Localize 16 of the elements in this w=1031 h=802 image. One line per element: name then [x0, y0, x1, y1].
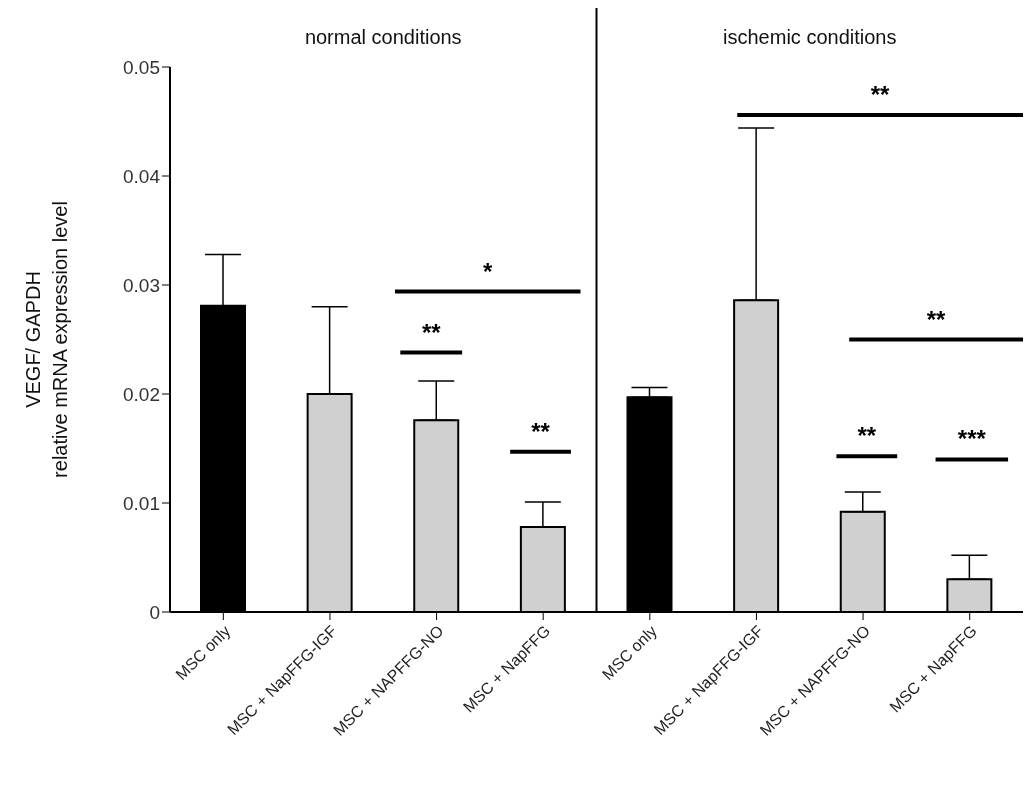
y-tick-label: 0 [149, 601, 160, 623]
annotation: ** [870, 80, 891, 108]
y-tick-label: 0.01 [123, 492, 160, 514]
y-tick-label: 0.02 [123, 383, 160, 405]
annotation: ** [926, 305, 947, 333]
y-tick-label: 0.04 [123, 165, 161, 187]
annotation: * [483, 257, 494, 285]
annotation: *** [957, 425, 987, 453]
y-axis-title: VEGF/ GAPDH relative mRNA expression level [22, 201, 71, 478]
y-tick-label: 0.05 [123, 56, 160, 78]
annotation: ** [531, 417, 551, 445]
text: ischemic conditions [723, 26, 897, 48]
y-tick-label: 0.03 [123, 274, 160, 296]
text: normal conditions [304, 26, 462, 48]
annotation: ** [421, 318, 442, 346]
annotation: ** [857, 422, 877, 450]
